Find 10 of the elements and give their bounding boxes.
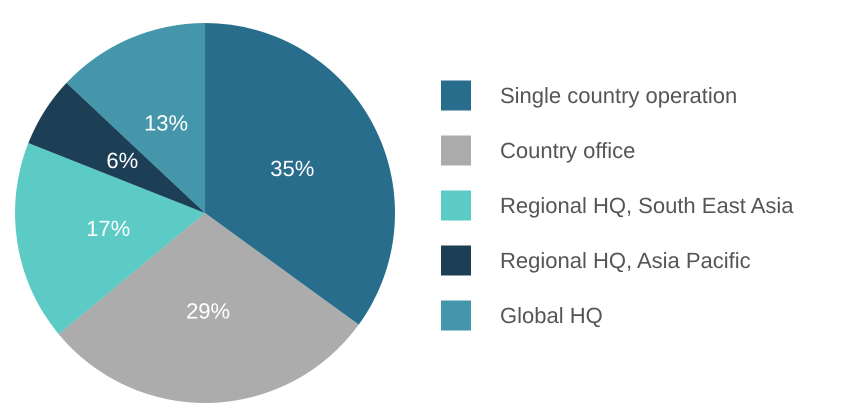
data-label: 13% — [144, 110, 188, 136]
legend-label: Single country operation — [500, 83, 738, 108]
data-label: 17% — [86, 216, 130, 241]
legend-label: Country office — [500, 138, 636, 163]
data-label: 29% — [186, 298, 230, 324]
data-label: 6% — [106, 148, 138, 173]
data-label: 35% — [270, 156, 314, 182]
legend-label: Global HQ — [500, 303, 603, 328]
legend-label: Regional HQ, Asia Pacific — [500, 248, 751, 273]
legend-label: Regional HQ, South East Asia — [500, 193, 794, 218]
